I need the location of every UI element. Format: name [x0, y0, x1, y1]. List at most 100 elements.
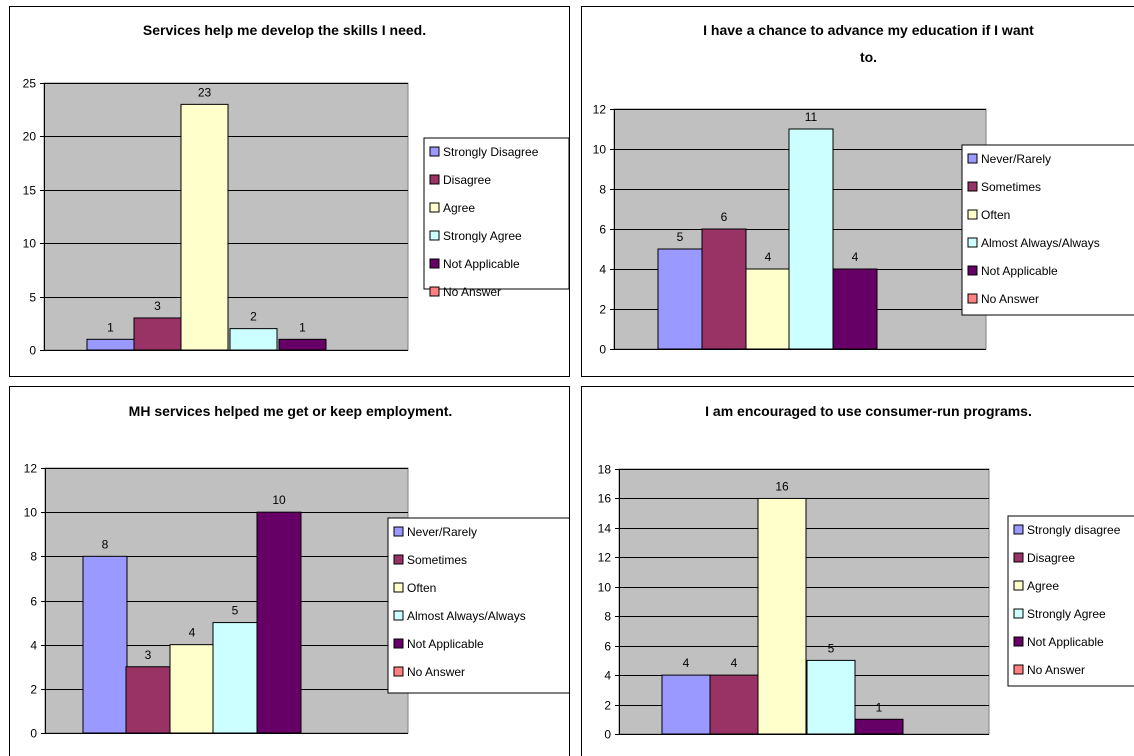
- legend-swatch: [429, 146, 440, 157]
- legend-label: Strongly disagree: [1027, 523, 1121, 537]
- legend-swatch: [967, 237, 978, 248]
- data-label: 6: [721, 210, 728, 224]
- chart-title-line: to.: [860, 49, 877, 65]
- bar: [256, 511, 302, 734]
- data-label: 4: [683, 656, 690, 670]
- legend-swatch: [1013, 636, 1024, 647]
- chart-title-line: Services help me develop the skills I ne…: [143, 22, 426, 38]
- chart-panel-education: I have a chance to advance my education …: [581, 6, 1134, 377]
- y-tick-label: 4: [604, 669, 611, 683]
- y-tick-label: 18: [598, 463, 612, 477]
- y-tick-label: 4: [599, 263, 606, 277]
- legend-swatch: [393, 638, 404, 649]
- y-tick-label: 6: [30, 595, 37, 609]
- data-label: 4: [852, 250, 859, 264]
- legend-swatch: [429, 230, 440, 241]
- bar: [657, 248, 703, 350]
- y-tick-label: 4: [30, 639, 37, 653]
- bar: [125, 666, 171, 734]
- y-tick-label: 8: [604, 610, 611, 624]
- bar: [745, 268, 791, 350]
- legend-label: Not Applicable: [981, 264, 1058, 278]
- legend-box: [423, 137, 569, 290]
- y-tick-label: 10: [593, 143, 607, 157]
- data-label: 3: [145, 648, 152, 662]
- legend-label: Sometimes: [407, 553, 467, 567]
- y-tick-label: 8: [30, 550, 37, 564]
- legend-swatch: [393, 554, 404, 565]
- legend-swatch: [967, 293, 978, 304]
- legend-label: Not Applicable: [407, 637, 484, 651]
- bar: [180, 103, 229, 351]
- legend-swatch: [967, 181, 978, 192]
- data-label: 3: [154, 299, 161, 313]
- data-label: 1: [299, 320, 306, 334]
- bar: [278, 338, 327, 351]
- data-label: 5: [677, 230, 684, 244]
- legend-label: Disagree: [1027, 551, 1075, 565]
- legend-swatch: [393, 610, 404, 621]
- legend-label: Strongly Agree: [1027, 607, 1106, 621]
- legend-swatch: [393, 666, 404, 677]
- bar: [133, 317, 182, 351]
- y-tick-label: 10: [23, 237, 37, 251]
- legend-label: Not Applicable: [1027, 635, 1104, 649]
- y-tick-label: 15: [23, 184, 37, 198]
- chart-svg-skills: Services help me develop the skills I ne…: [23, 22, 569, 358]
- data-label: 5: [232, 604, 239, 618]
- legend-swatch: [429, 202, 440, 213]
- legend-label: No Answer: [407, 665, 465, 679]
- legend-swatch: [1013, 664, 1024, 675]
- y-tick-label: 14: [598, 522, 612, 536]
- data-label: 4: [731, 656, 738, 670]
- data-label: 1: [107, 320, 114, 334]
- legend-swatch: [1013, 608, 1024, 619]
- chart-title-line: I have a chance to advance my education …: [703, 22, 1034, 38]
- legend-label: Not Applicable: [443, 257, 520, 271]
- legend-label: Disagree: [443, 173, 491, 187]
- y-tick-label: 10: [598, 581, 612, 595]
- legend-box: [961, 144, 1134, 316]
- y-tick-label: 12: [598, 551, 612, 565]
- y-tick-label: 10: [24, 506, 38, 520]
- y-tick-label: 20: [23, 130, 37, 144]
- data-label: 10: [272, 493, 286, 507]
- legend-label: Almost Always/Always: [981, 236, 1100, 250]
- chart-svg-education: I have a chance to advance my education …: [593, 22, 1134, 357]
- y-tick-label: 0: [30, 727, 37, 741]
- legend-label: Sometimes: [981, 180, 1041, 194]
- data-label: 16: [775, 479, 789, 493]
- bar: [86, 338, 135, 351]
- legend-swatch: [393, 582, 404, 593]
- legend-box: [387, 517, 569, 694]
- y-tick-label: 2: [30, 683, 37, 697]
- chart-title-line: I am encouraged to use consumer-run prog…: [705, 403, 1032, 419]
- chart-svg-consumer-programs: I am encouraged to use consumer-run prog…: [598, 403, 1134, 742]
- legend-swatch: [393, 526, 404, 537]
- y-tick-label: 5: [29, 291, 36, 305]
- y-tick-label: 6: [599, 223, 606, 237]
- legend-label: Almost Always/Always: [407, 609, 526, 623]
- data-label: 5: [828, 641, 835, 655]
- legend-label: No Answer: [981, 292, 1039, 306]
- bar: [806, 659, 856, 735]
- data-label: 23: [198, 85, 212, 99]
- legend-label: Never/Rarely: [407, 525, 477, 539]
- legend-swatch: [429, 174, 440, 185]
- legend-swatch: [1013, 524, 1024, 535]
- bar: [82, 555, 128, 734]
- bar: [212, 622, 258, 734]
- chart-svg-employment: MH services helped me get or keep employ…: [24, 403, 569, 741]
- y-tick-label: 2: [599, 303, 606, 317]
- legend-label: Often: [981, 208, 1010, 222]
- bar: [854, 718, 904, 735]
- bar: [757, 497, 807, 735]
- legend-swatch: [967, 265, 978, 276]
- y-tick-label: 16: [598, 492, 612, 506]
- chart-title-line: MH services helped me get or keep employ…: [129, 403, 453, 419]
- legend-label: Strongly Agree: [443, 229, 522, 243]
- legend-label: Agree: [443, 201, 475, 215]
- legend-swatch: [1013, 580, 1024, 591]
- y-tick-label: 25: [23, 77, 37, 91]
- legend-label: Agree: [1027, 579, 1059, 593]
